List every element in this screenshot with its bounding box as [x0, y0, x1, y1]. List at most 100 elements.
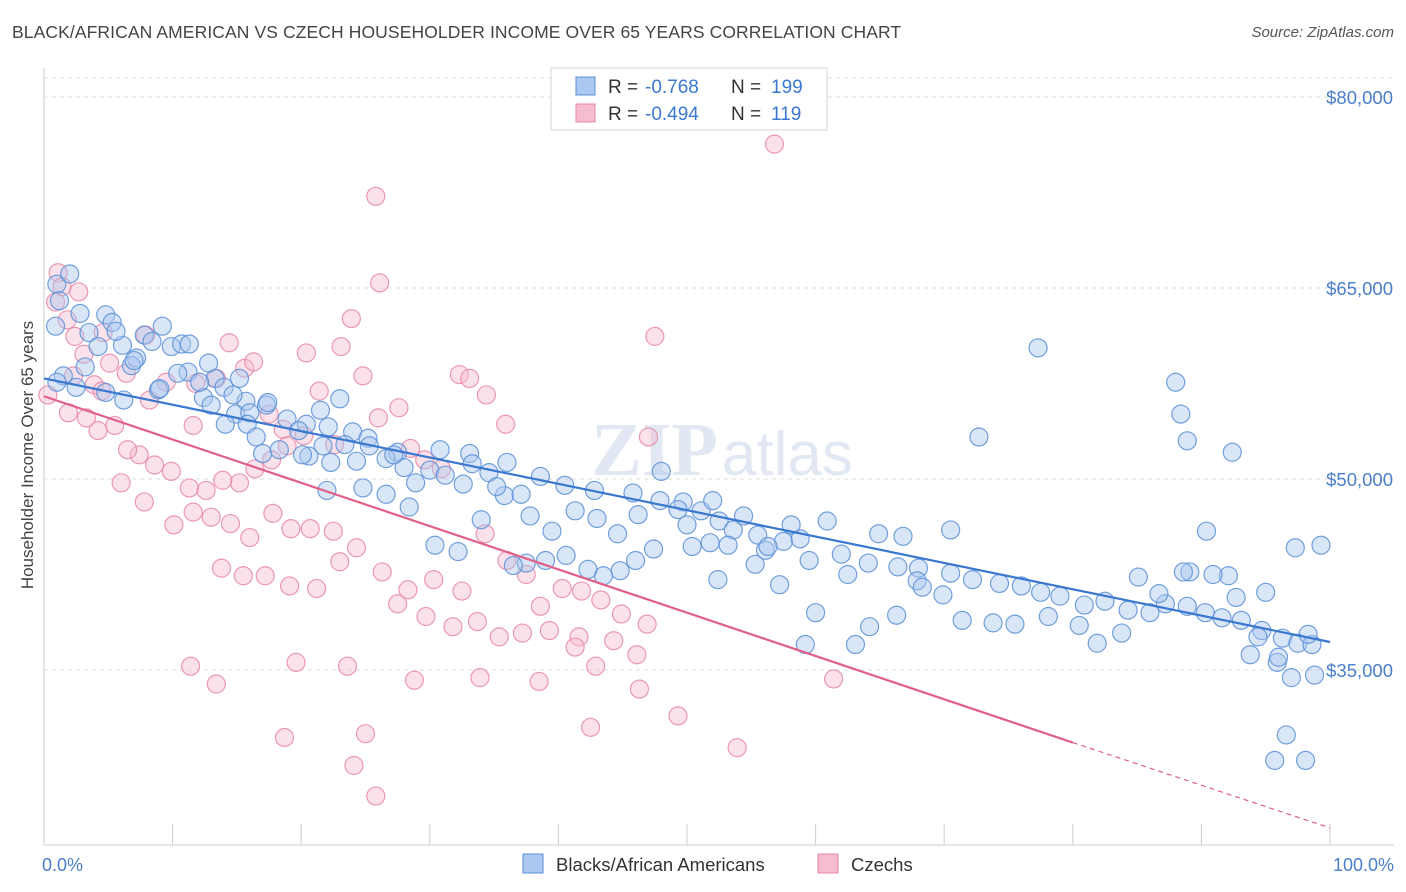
blacks-point [399, 497, 419, 517]
czechs-point [586, 656, 606, 676]
blacks-point [1195, 603, 1215, 623]
blacks-point [941, 520, 961, 540]
czechs-point [372, 562, 392, 582]
czechs-point [638, 427, 659, 447]
blacks-point [1177, 431, 1197, 451]
blacks-point [60, 264, 80, 284]
blacks-point [376, 484, 396, 504]
czechs-point [452, 581, 472, 601]
blacks-point [1231, 610, 1251, 630]
blacks-point [148, 380, 169, 400]
blacks-point [79, 322, 99, 343]
blacks-point [1028, 338, 1048, 358]
blacks-point [1118, 600, 1138, 620]
blacks-point [49, 291, 70, 311]
blacks-point [799, 550, 819, 571]
blacks-point [471, 510, 491, 530]
czechs-point [443, 617, 463, 637]
y-tick-labels: $35,000 $50,000 $65,000 $80,000 [1326, 87, 1393, 681]
blacks-point [607, 524, 628, 544]
czechs-point [233, 566, 253, 586]
blacks-point [201, 395, 221, 415]
czechs-point [144, 455, 165, 475]
czechs-point [219, 333, 239, 353]
czechs-trend-line [43, 395, 1074, 744]
czechs-point [134, 492, 154, 512]
czechs-point [344, 755, 364, 776]
blacks-point [1226, 587, 1246, 608]
stats-swatch-pink [575, 103, 596, 123]
czechs-point [88, 421, 108, 441]
blacks-point [1218, 566, 1239, 586]
stats-r-label: R = [608, 104, 638, 125]
czechs-point [164, 515, 184, 535]
czechs-point [449, 364, 469, 385]
blacks-point [240, 403, 260, 423]
blacks-point [313, 436, 333, 456]
czechs-point [512, 623, 532, 643]
czechs-point [274, 727, 295, 748]
czechs-point [388, 594, 408, 614]
y-tick-label: $50,000 [1326, 469, 1393, 490]
blacks-point [318, 417, 338, 437]
stats-r-value: -0.494 [645, 104, 699, 125]
blacks-point [535, 550, 556, 571]
blacks-point [435, 465, 455, 485]
czechs-point [353, 366, 373, 386]
czechs-point [389, 398, 409, 418]
blacks-point [587, 508, 607, 529]
czechs-point [824, 669, 844, 689]
czechs-point [99, 353, 120, 373]
czechs-point [286, 652, 306, 672]
x-tick-label-min: 0.0% [42, 855, 83, 875]
blacks-point [1248, 627, 1268, 647]
blacks-point [781, 515, 801, 535]
blacks-point [1240, 645, 1260, 665]
czechs-point [571, 581, 592, 601]
blacks-point [817, 511, 837, 531]
blacks-point [420, 460, 440, 480]
blacks-point [503, 555, 523, 576]
blacks-point [246, 427, 266, 447]
czechs-point [337, 656, 358, 676]
blacks-point [430, 440, 450, 460]
blacks-point [406, 473, 426, 493]
czechs-point [460, 368, 480, 389]
stats-r-label: R = [608, 77, 638, 98]
blacks-point [625, 550, 646, 571]
stats-r-value: -0.768 [645, 77, 699, 98]
blacks-point [941, 563, 961, 583]
czechs-point [280, 576, 300, 596]
czechs-point [69, 282, 89, 302]
blacks-point [610, 561, 630, 581]
blacks-point [723, 520, 743, 540]
czechs-point [300, 519, 320, 539]
blacks-point [152, 316, 172, 336]
blacks-point [96, 305, 116, 325]
blacks-point [1149, 583, 1169, 604]
blacks-point [70, 303, 90, 324]
czechs-point [211, 558, 232, 578]
czechs-point [309, 381, 329, 401]
blacks-point [497, 452, 517, 473]
blacks-point [556, 545, 576, 566]
czechs-point [330, 552, 350, 572]
blacks-point [682, 536, 702, 557]
blacks-point [168, 363, 188, 383]
blacks-point [643, 539, 664, 559]
blacks-point [962, 569, 983, 590]
blacks-point [1128, 567, 1148, 587]
blacks-point [628, 505, 648, 525]
blacks-point [511, 484, 531, 504]
czechs-point [552, 578, 572, 599]
czechs-point [565, 637, 585, 657]
stats-n-value: 119 [771, 104, 801, 125]
blacks-point [310, 400, 331, 420]
blacks-point [530, 466, 550, 487]
blacks-point [1203, 564, 1223, 585]
czechs-point [181, 656, 201, 676]
czechs-point [323, 521, 343, 541]
y-axis-label: Householder Income Over 65 years [18, 321, 37, 589]
blacks-point [969, 427, 989, 447]
series-legend: Blacks/African Americans Czechs [522, 853, 913, 875]
